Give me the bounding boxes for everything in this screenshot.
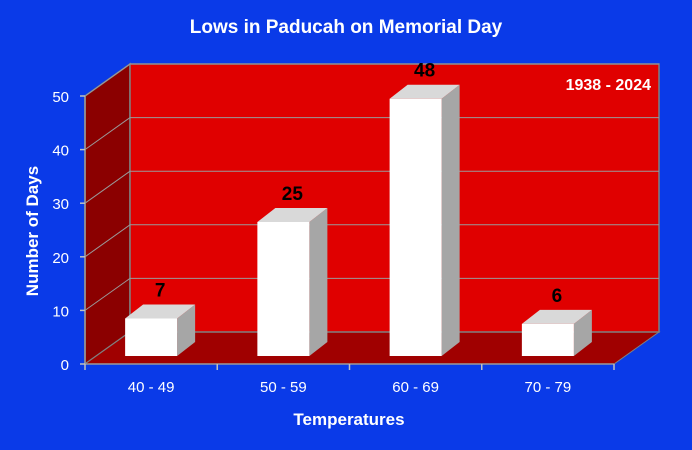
gridline-side [84, 63, 131, 97]
x-tick-label: 50 - 59 [260, 379, 307, 396]
bar-front-face [389, 98, 442, 356]
x-axis: 40 - 49 50 - 59 60 - 69 70 - 79 [84, 363, 615, 396]
gridline-side [84, 277, 131, 311]
bar: 7 [125, 280, 196, 356]
bar-front-face [125, 318, 178, 356]
bar-front-face [257, 222, 310, 356]
bar-data-label: 25 [282, 184, 304, 205]
x-tick-label: 70 - 79 [525, 379, 572, 396]
chart-title: Lows in Paducah on Memorial Day [190, 17, 503, 38]
bar-side-face [177, 304, 196, 356]
bar: 48 [389, 61, 460, 356]
bar: 6 [521, 286, 592, 356]
gridline-side [84, 224, 131, 258]
year-range-annotation: 1938 - 2024 [566, 77, 652, 94]
y-tick-label: 30 [52, 196, 69, 213]
x-tick-label: 60 - 69 [392, 379, 439, 396]
bar-top-face [125, 304, 196, 319]
y-tick-label: 20 [52, 250, 69, 267]
bar-data-label: 6 [552, 286, 563, 307]
bars: 7 25 48 6 [125, 61, 592, 356]
chart-side-wall [84, 62, 131, 366]
bar-front-face [521, 323, 574, 356]
y-axis-label: Number of Days [23, 166, 42, 296]
x-axis-label: Temperatures [293, 410, 404, 429]
bar-top-face [389, 84, 460, 99]
y-tick-label: 0 [61, 357, 69, 374]
bar-side-face [309, 208, 328, 356]
bar-data-label: 7 [155, 280, 166, 301]
bar: 25 [257, 184, 328, 356]
y-tick-label: 40 [52, 143, 69, 160]
y-tick-label: 10 [52, 303, 69, 320]
gridline-side [84, 117, 131, 151]
bar-side-face [441, 84, 460, 356]
bar-side-face [573, 309, 592, 356]
bar-data-label: 48 [414, 61, 435, 82]
bar-top-face [257, 208, 328, 222]
x-tick-label: 40 - 49 [128, 379, 175, 396]
gridline-side [84, 170, 131, 204]
y-axis: 0 10 20 30 40 50 [52, 89, 86, 374]
bar-top-face [521, 309, 592, 324]
y-tick-label: 50 [52, 89, 69, 106]
